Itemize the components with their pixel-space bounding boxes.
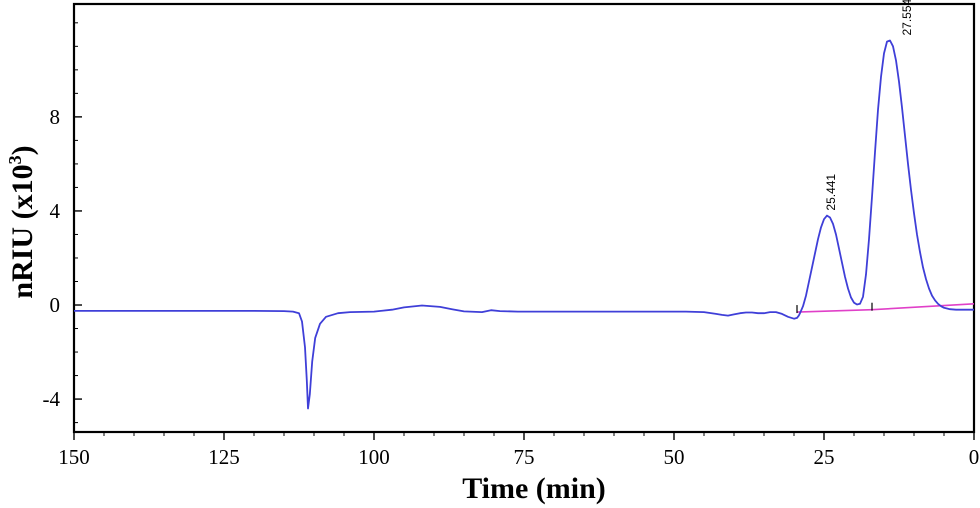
y-tick-label: 8 xyxy=(50,105,61,129)
peak-label: 27.554 xyxy=(900,0,914,36)
x-tick-label: 0 xyxy=(969,445,980,469)
integration-baseline xyxy=(796,308,873,313)
plot-area xyxy=(72,2,976,434)
annotations: 25.441 27.554 xyxy=(824,0,914,211)
peak-label: 25.441 xyxy=(824,174,838,211)
x-axis-title: Time (min) xyxy=(462,472,606,505)
x-tick-label: 25 xyxy=(814,445,835,469)
series-group xyxy=(74,39,975,410)
plot-border xyxy=(72,2,976,434)
y-tick-label: 0 xyxy=(50,293,61,317)
x-tick-label: 150 xyxy=(58,445,90,469)
y-axis-title-main: nRIU (x10 xyxy=(6,164,39,298)
y-axis-title-close: ) xyxy=(6,145,39,155)
y-tick-label: 4 xyxy=(50,199,61,223)
y-axis: -4 0 4 8 xyxy=(43,22,82,424)
x-tick-label: 75 xyxy=(514,445,535,469)
x-tick-label: 125 xyxy=(208,445,240,469)
x-tick-label: 50 xyxy=(664,445,685,469)
y-axis-title-superscript: 3 xyxy=(5,155,25,164)
y-tick-label: -4 xyxy=(43,387,61,411)
y-axis-title: nRIU (x103) xyxy=(5,145,39,298)
x-tick-label: 100 xyxy=(358,445,390,469)
integration-baseline xyxy=(871,303,975,311)
x-axis: 150 125 100 75 50 25 0 xyxy=(58,432,979,469)
series-line xyxy=(74,39,974,410)
